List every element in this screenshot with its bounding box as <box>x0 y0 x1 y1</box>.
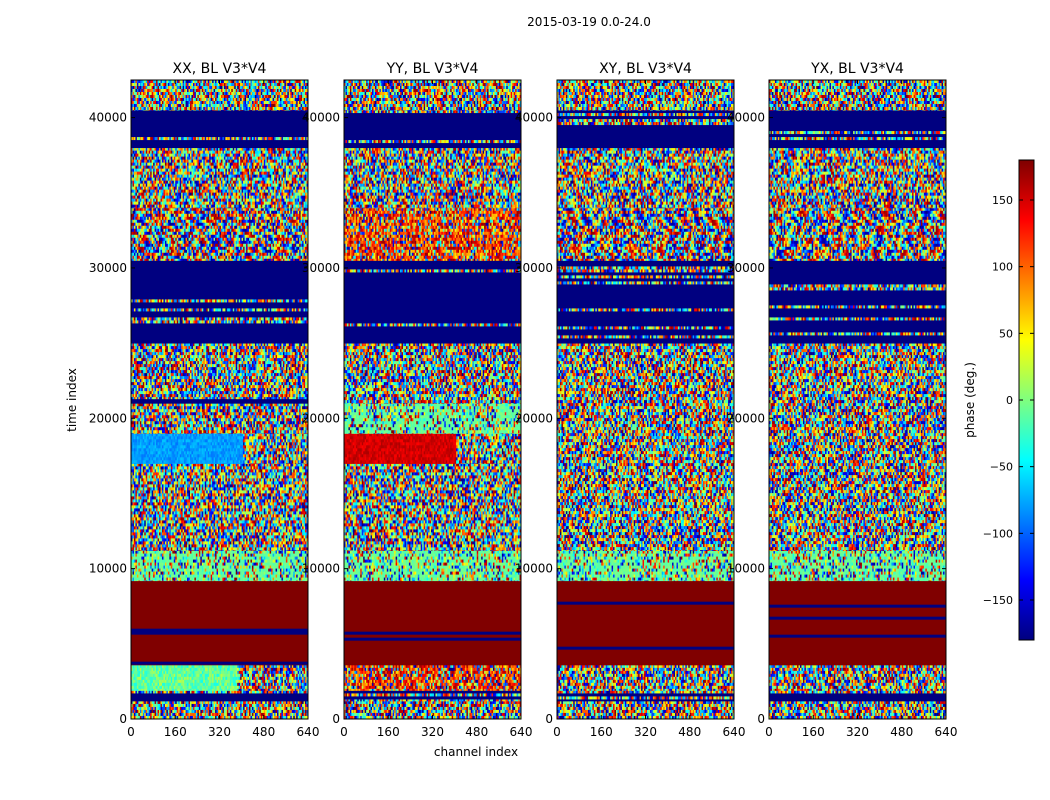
heatmap-row <box>131 644 308 647</box>
heatmap-panel: XX, BL V3*V40 160 320 480 640010000200003000… <box>89 61 320 739</box>
heatmap-row <box>131 584 308 587</box>
heatmap-band <box>131 690 308 701</box>
heatmap-band <box>131 665 308 691</box>
heatmap-row <box>131 641 308 644</box>
heatmap-row <box>131 614 308 617</box>
heatmap-row <box>131 696 308 699</box>
heatmap-row <box>131 650 308 653</box>
heatmap-band <box>131 463 308 551</box>
figure-title: 2015-03-19 0.0-24.0 <box>527 15 651 29</box>
heatmap-row <box>131 647 308 650</box>
y-axis-label: time index <box>65 368 79 432</box>
heatmap-panels: XX, BL V3*V40 160 320 480 640010000200003000… <box>89 61 958 739</box>
heatmap-row <box>131 611 308 614</box>
heatmap-row <box>131 617 308 620</box>
heatmap-row <box>131 693 308 696</box>
heatmap-image <box>131 80 308 719</box>
heatmap-band <box>131 551 308 581</box>
x-axis-label: channel index <box>434 745 518 759</box>
heatmap-band <box>131 581 308 666</box>
heatmap-row <box>131 665 308 666</box>
heatmap-row <box>131 581 308 584</box>
heatmap-row <box>131 662 308 665</box>
heatmap-row <box>131 626 308 629</box>
heatmap-row <box>131 638 308 641</box>
heatmap-row <box>131 605 308 608</box>
heatmap-row <box>131 623 308 626</box>
heatmap-row <box>131 620 308 623</box>
heatmap-row <box>131 656 308 659</box>
heatmap-row <box>131 699 308 701</box>
heatmap-row <box>131 629 308 632</box>
heatmap-row <box>131 599 308 602</box>
heatmap-row <box>131 632 308 635</box>
heatmap-row <box>131 608 308 611</box>
heatmap-row <box>131 596 308 599</box>
heatmap-row <box>131 602 308 605</box>
heatmap-row <box>131 587 308 590</box>
heatmap-row <box>131 635 308 638</box>
heatmap-row <box>131 593 308 596</box>
heatmap-row <box>131 659 308 662</box>
heatmap-row <box>131 590 308 593</box>
heatmap-row <box>131 653 308 656</box>
